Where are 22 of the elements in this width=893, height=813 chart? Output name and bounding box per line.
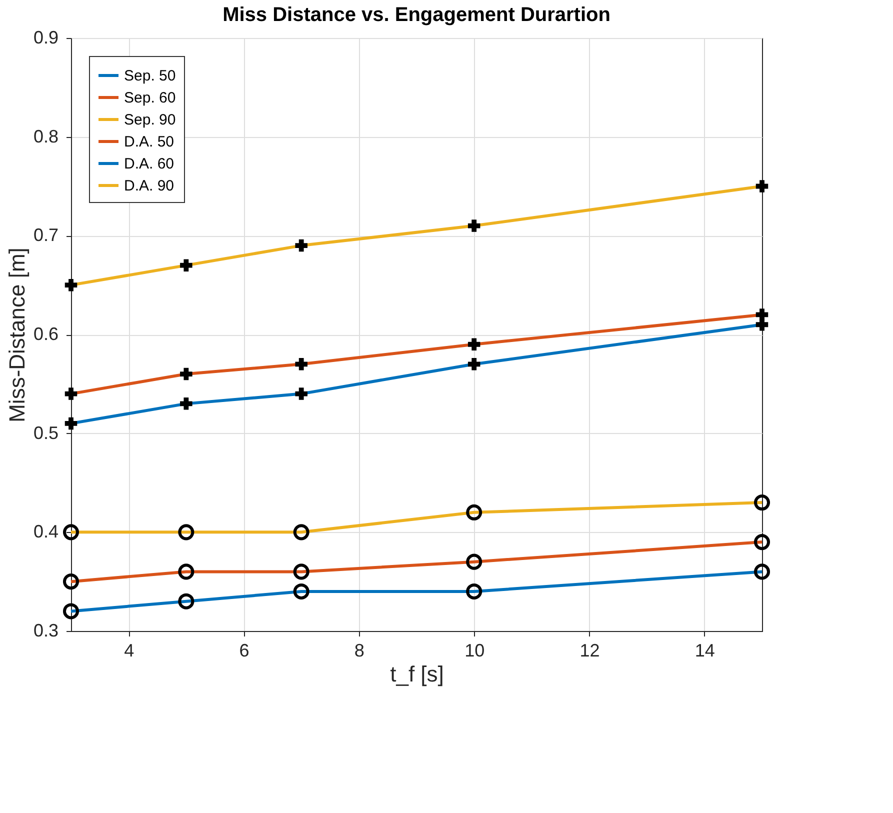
- x-tick-label: 4: [124, 640, 134, 660]
- x-tick-label: 14: [694, 640, 715, 660]
- legend-label: Sep. 50: [124, 68, 176, 84]
- x-tick-label: 12: [580, 640, 600, 660]
- y-tick-label: 0.3: [33, 620, 58, 640]
- y-tick-label: 0.7: [33, 225, 58, 246]
- x-tick-label: 6: [239, 640, 250, 660]
- legend-label: D.A. 60: [124, 156, 174, 172]
- x-tick-label: 10: [464, 640, 485, 660]
- legend-label: D.A. 90: [124, 178, 174, 194]
- legend-label: Sep. 60: [124, 90, 176, 106]
- x-tick-label: 8: [354, 640, 364, 660]
- y-tick-label: 0.8: [33, 126, 58, 146]
- x-axis-title: t_f [s]: [390, 662, 444, 686]
- y-tick-label: 0.5: [33, 422, 58, 443]
- legend-label: Sep. 90: [124, 112, 176, 128]
- legend-label: D.A. 50: [124, 134, 174, 150]
- chart-title: Miss Distance vs. Engagement Durartion: [222, 4, 610, 26]
- y-axis-title: Miss-Distance [m]: [4, 248, 30, 422]
- y-tick-label: 0.4: [33, 522, 58, 542]
- y-tick-label: 0.9: [33, 28, 58, 48]
- y-tick-label: 0.6: [33, 324, 58, 344]
